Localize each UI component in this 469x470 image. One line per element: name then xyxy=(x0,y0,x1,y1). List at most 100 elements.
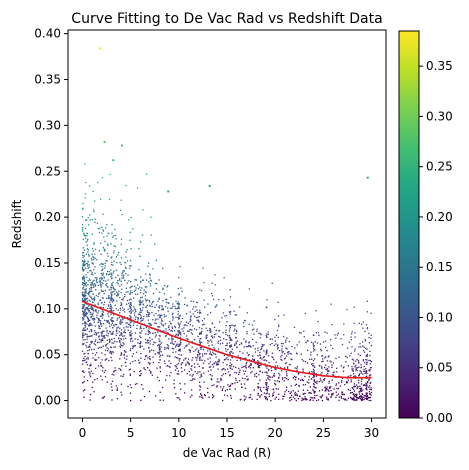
scatter-point xyxy=(159,348,161,350)
scatter-point xyxy=(83,261,85,264)
scatter-point xyxy=(130,317,132,319)
scatter-point xyxy=(159,367,161,369)
scatter-point xyxy=(298,378,300,380)
scatter-point xyxy=(250,364,252,366)
scatter-point xyxy=(335,384,337,387)
scatter-point xyxy=(275,388,277,390)
scatter-point xyxy=(341,381,343,383)
scatter-point xyxy=(283,314,285,316)
scatter-point xyxy=(92,280,94,282)
scatter-point xyxy=(178,294,180,296)
scatter-point xyxy=(321,381,323,383)
scatter-point xyxy=(346,356,348,359)
scatter-point xyxy=(295,399,297,402)
scatter-point xyxy=(261,348,263,350)
scatter-point xyxy=(155,304,158,306)
scatter-point xyxy=(370,399,372,402)
scatter-point xyxy=(199,376,201,379)
scatter-point xyxy=(327,356,329,358)
scatter-point xyxy=(103,279,105,282)
scatter-point xyxy=(214,353,217,355)
scatter-point xyxy=(218,361,220,363)
scatter-point xyxy=(83,304,85,306)
scatter-point xyxy=(339,385,342,387)
scatter-point xyxy=(115,255,118,258)
scatter-point xyxy=(356,394,358,397)
chart-title: Curve Fitting to De Vac Rad vs Redshift … xyxy=(71,11,382,27)
scatter-point xyxy=(229,337,231,340)
scatter-point xyxy=(246,352,248,354)
scatter-point xyxy=(313,346,315,348)
scatter-point xyxy=(229,313,231,315)
scatter-point xyxy=(209,357,211,359)
scatter-point xyxy=(228,342,231,344)
colorbar-tick-label: 0.35 xyxy=(426,59,453,73)
colorbar-tick-label: 0.00 xyxy=(426,411,453,425)
scatter-point xyxy=(103,248,105,250)
scatter-point xyxy=(113,250,115,252)
scatter-point xyxy=(217,342,219,344)
scatter-point xyxy=(280,370,283,372)
scatter-point xyxy=(101,312,103,315)
scatter-point xyxy=(199,385,201,387)
scatter-point xyxy=(366,353,368,356)
scatter-point xyxy=(308,371,311,373)
scatter-point xyxy=(360,370,362,373)
scatter-point xyxy=(90,306,92,308)
scatter-point xyxy=(245,366,247,368)
scatter-point xyxy=(121,333,123,335)
scatter-point xyxy=(210,369,212,371)
scatter-point xyxy=(138,362,140,364)
scatter-point xyxy=(257,347,259,349)
scatter-point xyxy=(144,298,147,300)
scatter-point xyxy=(241,366,243,369)
scatter-point xyxy=(200,348,202,350)
scatter-point xyxy=(122,297,124,299)
scatter-point xyxy=(216,362,218,364)
scatter-point xyxy=(199,311,201,313)
scatter-point xyxy=(205,327,207,329)
scatter-point xyxy=(351,358,354,360)
scatter-point xyxy=(157,331,159,333)
scatter-point xyxy=(286,366,289,368)
scatter-point xyxy=(186,305,189,307)
scatter-point xyxy=(109,299,112,301)
scatter-point xyxy=(350,379,352,381)
scatter-point xyxy=(178,353,180,356)
scatter-point xyxy=(354,399,356,401)
x-tick-label: 15 xyxy=(219,426,234,440)
scatter-point xyxy=(120,343,122,345)
scatter-point xyxy=(111,236,114,238)
scatter-point xyxy=(130,286,132,288)
scatter-point xyxy=(109,339,111,342)
scatter-point xyxy=(233,325,236,327)
scatter-point xyxy=(199,356,201,358)
scatter-point xyxy=(88,288,91,290)
scatter-point xyxy=(86,276,88,278)
scatter-point xyxy=(120,280,122,283)
scatter-point xyxy=(239,350,241,353)
scatter-point xyxy=(139,343,141,345)
scatter-point xyxy=(254,362,256,365)
scatter-point xyxy=(130,310,132,312)
scatter-point xyxy=(216,381,218,383)
scatter-point xyxy=(115,385,117,387)
scatter-point xyxy=(85,297,87,299)
scatter-point xyxy=(87,284,89,286)
scatter-point xyxy=(235,329,238,332)
scatter-point xyxy=(91,298,93,300)
scatter-point xyxy=(285,389,288,391)
scatter-point xyxy=(175,351,177,353)
scatter-point xyxy=(192,325,194,327)
scatter-point xyxy=(148,315,150,317)
scatter-point xyxy=(312,376,314,379)
scatter-point xyxy=(209,353,211,355)
scatter-point xyxy=(92,209,95,211)
scatter-point xyxy=(99,281,101,283)
scatter-point xyxy=(120,332,122,334)
scatter-point xyxy=(100,323,102,325)
scatter-point xyxy=(336,387,338,390)
scatter-point xyxy=(166,365,168,367)
scatter-point xyxy=(149,343,151,345)
scatter-point xyxy=(90,342,93,344)
